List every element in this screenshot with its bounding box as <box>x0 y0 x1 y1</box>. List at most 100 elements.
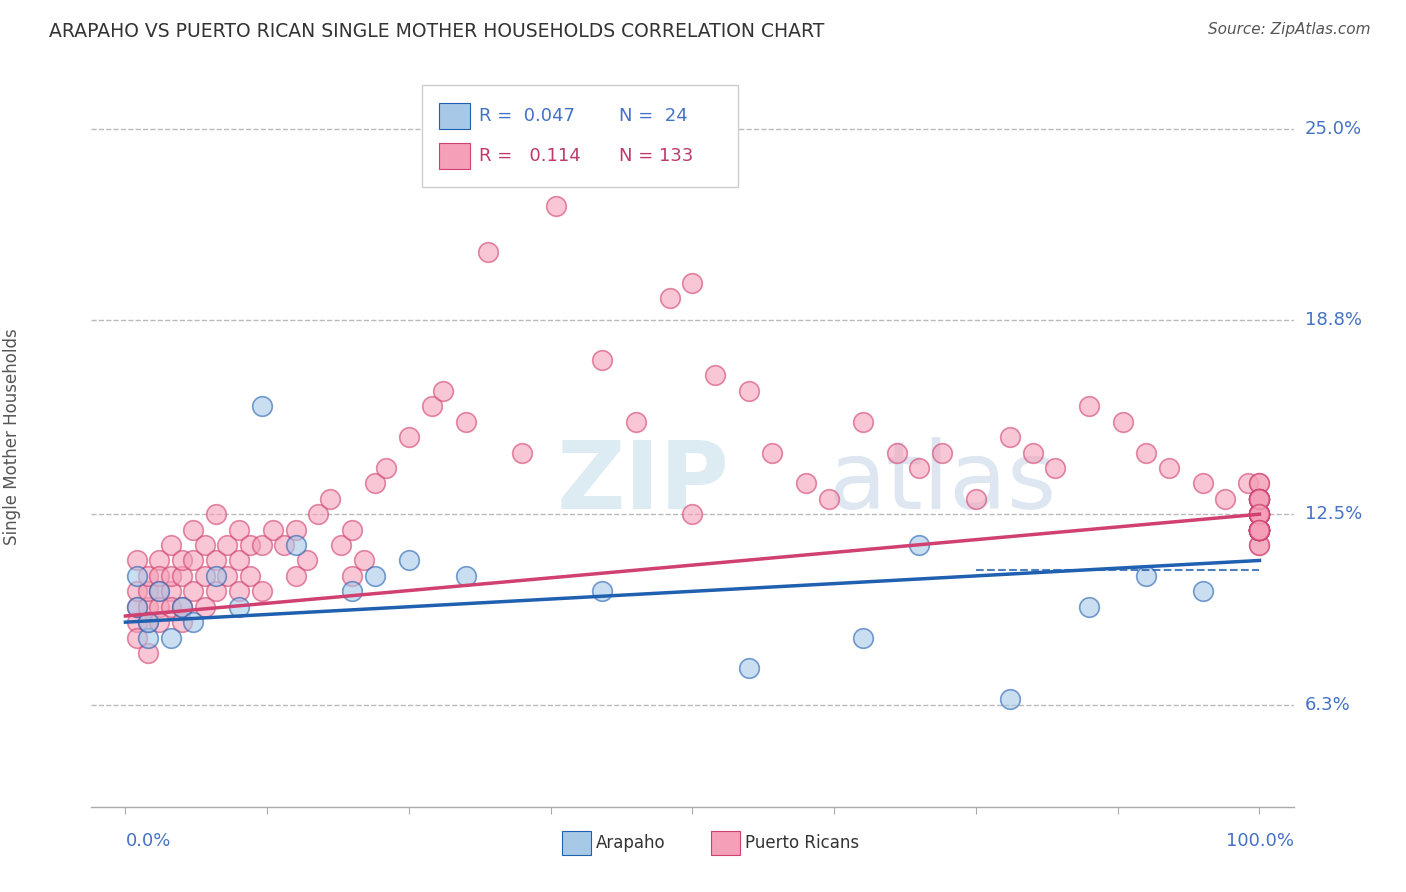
Point <box>1249 491 1271 506</box>
Point <box>1249 507 1271 521</box>
Point <box>1249 491 1271 506</box>
Point <box>364 476 387 491</box>
Point <box>194 538 217 552</box>
Point <box>250 399 273 413</box>
Point <box>136 615 159 630</box>
Point <box>998 430 1021 444</box>
Point <box>851 415 873 429</box>
Point <box>239 569 262 583</box>
Point <box>1249 523 1271 537</box>
Point <box>136 569 159 583</box>
Point <box>1249 507 1271 521</box>
Point <box>250 584 273 599</box>
Point <box>125 569 148 583</box>
Point <box>1249 491 1271 506</box>
Point <box>148 584 170 599</box>
Point <box>342 584 364 599</box>
Point <box>217 538 239 552</box>
Point <box>194 599 217 614</box>
Point <box>1078 599 1101 614</box>
Point <box>284 569 307 583</box>
Point <box>1249 523 1271 537</box>
Point <box>454 415 477 429</box>
Point <box>1249 523 1271 537</box>
Point <box>1249 523 1271 537</box>
Point <box>353 553 375 567</box>
Point <box>1021 445 1043 459</box>
Point <box>1249 523 1271 537</box>
Point <box>1249 523 1271 537</box>
Point <box>1249 491 1271 506</box>
Point <box>1112 415 1135 429</box>
Point <box>262 523 284 537</box>
Point <box>1249 491 1271 506</box>
Text: R =  0.047: R = 0.047 <box>479 107 575 125</box>
Point <box>1135 569 1157 583</box>
Point <box>342 569 364 583</box>
Point <box>307 507 329 521</box>
Point <box>148 615 170 630</box>
Point <box>183 523 205 537</box>
Point <box>477 245 499 260</box>
Point <box>159 584 181 599</box>
Point <box>159 569 181 583</box>
Point <box>172 615 194 630</box>
Point <box>998 692 1021 706</box>
Point <box>398 553 420 567</box>
Point <box>148 584 170 599</box>
Point <box>1249 491 1271 506</box>
Text: Arapaho: Arapaho <box>596 834 666 852</box>
Point <box>1249 507 1271 521</box>
Point <box>738 661 761 675</box>
Point <box>205 553 228 567</box>
Point <box>1135 445 1157 459</box>
Point <box>228 553 250 567</box>
Text: ARAPAHO VS PUERTO RICAN SINGLE MOTHER HOUSEHOLDS CORRELATION CHART: ARAPAHO VS PUERTO RICAN SINGLE MOTHER HO… <box>49 22 824 41</box>
Point <box>1215 491 1237 506</box>
Point <box>817 491 839 506</box>
Point <box>1249 491 1271 506</box>
Point <box>1249 523 1271 537</box>
Point <box>704 368 727 383</box>
Point <box>172 553 194 567</box>
Point <box>159 538 181 552</box>
Point <box>136 599 159 614</box>
Point <box>228 599 250 614</box>
Point <box>172 569 194 583</box>
Point <box>217 569 239 583</box>
Point <box>318 491 340 506</box>
Point <box>624 415 647 429</box>
Point <box>183 584 205 599</box>
Point <box>931 445 953 459</box>
Point <box>1249 507 1271 521</box>
Point <box>1249 507 1271 521</box>
Point <box>1249 523 1271 537</box>
Point <box>273 538 295 552</box>
Point <box>228 523 250 537</box>
Text: N = 133: N = 133 <box>619 147 693 165</box>
Point <box>1249 507 1271 521</box>
Point <box>432 384 454 398</box>
Point <box>125 615 148 630</box>
Point <box>148 553 170 567</box>
Text: ZIP: ZIP <box>557 437 730 529</box>
Point <box>1249 507 1271 521</box>
Point <box>136 631 159 645</box>
Point <box>1249 523 1271 537</box>
Point <box>658 291 681 305</box>
Point <box>886 445 908 459</box>
Text: atlas: atlas <box>828 437 1057 529</box>
Text: N =  24: N = 24 <box>619 107 688 125</box>
Point <box>342 523 364 537</box>
Point <box>1249 523 1271 537</box>
Point <box>851 631 873 645</box>
Point <box>172 599 194 614</box>
Text: 6.3%: 6.3% <box>1305 697 1351 714</box>
Point <box>239 538 262 552</box>
Point <box>1157 461 1180 475</box>
Point <box>512 445 534 459</box>
Point <box>1249 507 1271 521</box>
Point <box>136 646 159 660</box>
Point <box>1249 523 1271 537</box>
Point <box>591 584 613 599</box>
